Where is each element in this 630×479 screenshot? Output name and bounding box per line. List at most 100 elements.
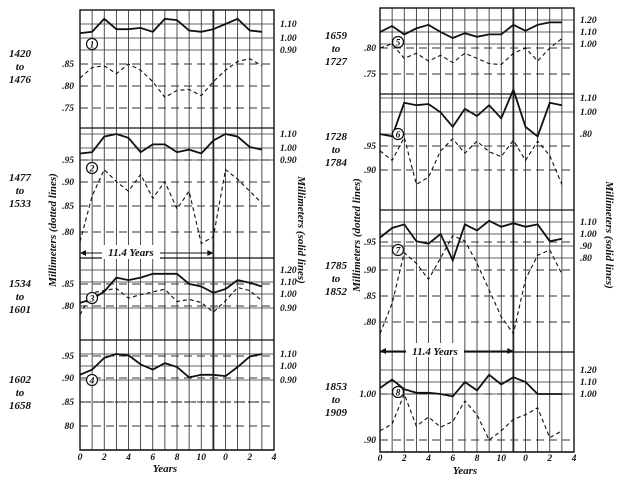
left-tick-label: .80 (62, 82, 74, 92)
x-tick-label: 2 (101, 453, 107, 463)
panel-marker (85, 373, 99, 387)
x-tick-label: 2 (546, 454, 552, 464)
period-label: 1602 (9, 374, 32, 386)
panel-marker (85, 37, 99, 51)
figure-right: .80.751.201.101.001659to17275.95.901.101… (325, 7, 615, 477)
left-tick-label: .85 (62, 60, 74, 70)
period-label: 1909 (325, 407, 348, 419)
period-label: 1420 (9, 48, 32, 60)
dotted-series-line (79, 286, 263, 316)
period-label: to (16, 61, 25, 73)
right-tick-label: 1.10 (280, 130, 297, 140)
left-tick-label: .85 (364, 292, 376, 302)
right-tick-label: 1.10 (580, 94, 597, 104)
x-tick-label: 10 (197, 453, 207, 463)
period-label: to (16, 387, 25, 399)
panel-marker-label: 8 (396, 389, 401, 399)
period-label: 1533 (9, 198, 32, 210)
span-label: 11.4 Years (108, 247, 154, 259)
period-label: to (332, 394, 341, 406)
left-tick-label: .85 (62, 398, 74, 408)
right-tick-label: .80 (580, 254, 592, 264)
panel-marker (391, 127, 405, 141)
left-tick-label: .80 (62, 228, 74, 238)
period-label: to (332, 43, 341, 55)
left-tick-label: .80 (364, 44, 376, 54)
left-tick-label: .75 (364, 70, 376, 80)
span-label-bg (102, 245, 160, 259)
x-tick-label: 4 (125, 453, 131, 463)
right-tick-label: 1.00 (280, 144, 297, 154)
right-tick-label: 1.00 (280, 34, 297, 44)
solid-series-line (379, 373, 562, 398)
x-tick-label: 10 (497, 454, 507, 464)
period-label: to (16, 291, 25, 303)
right-tick-label: 1.10 (580, 378, 597, 388)
right-tick-label: 1.00 (280, 290, 297, 300)
x-tick-label: 0 (378, 454, 383, 464)
right-tick-label: 1.20 (580, 16, 597, 26)
dotted-series-line (79, 58, 263, 99)
x-axis-title: Years (153, 463, 177, 475)
dotted-series-line (379, 38, 563, 66)
x-tick-label: 8 (475, 454, 480, 464)
left-tick-label: 80 (65, 422, 75, 432)
left-tick-label: .90 (364, 266, 376, 276)
dotted-series-line (379, 135, 563, 186)
period-label: 1784 (325, 157, 348, 169)
y-axis-title-solid: Millimeters (solid lines) (603, 180, 615, 289)
panel-marker (391, 385, 405, 399)
left-tick-label: .95 (364, 238, 376, 248)
right-tick-label: 1.10 (280, 350, 297, 360)
span-arrow-head-right (207, 250, 214, 256)
span-arrow-head-left (380, 348, 386, 354)
right-tick-label: 1.00 (580, 40, 597, 50)
solid-series-line (79, 353, 263, 379)
right-tick-label: 0.90 (280, 156, 297, 166)
period-label: 1534 (9, 278, 32, 290)
solid-series-line (379, 219, 563, 263)
right-tick-label: 1.00 (280, 362, 297, 372)
solid-series-line (79, 272, 263, 304)
x-tick-label: 4 (425, 454, 431, 464)
panel-marker-label: 4 (89, 377, 95, 387)
right-tick-label: .80 (580, 130, 592, 140)
period-label: 1658 (9, 400, 32, 412)
right-tick-label: 1.10 (580, 28, 597, 38)
period-label: 1659 (325, 30, 348, 42)
y-axis-title-dotted: Millimeters (dotted lines) (47, 173, 59, 288)
right-tick-label: 0.90 (280, 46, 297, 56)
left-tick-label: .85 (62, 202, 74, 212)
x-tick-label: 0 (223, 453, 228, 463)
left-tick-label: .80 (364, 318, 376, 328)
solid-series-line (79, 17, 262, 34)
solid-series-line (379, 87, 563, 138)
period-label: to (332, 273, 341, 285)
x-tick-label: 6 (150, 453, 155, 463)
x-tick-label: 6 (450, 454, 455, 464)
x-axis-title: Years (453, 465, 477, 477)
right-tick-label: 0.90 (280, 376, 297, 386)
left-tick-label: .95 (62, 156, 74, 166)
left-tick-label: .75 (62, 104, 74, 114)
panel-marker-label: 2 (89, 165, 95, 175)
left-tick-label: .90 (364, 166, 376, 176)
panel-marker (391, 35, 405, 49)
left-tick-label: .80 (62, 302, 74, 312)
y-axis-title-solid: Millimeters (solid lines) (295, 175, 307, 284)
left-tick-label: .90 (364, 436, 376, 446)
right-tick-label: .90 (580, 242, 592, 252)
period-label: to (332, 144, 341, 156)
panel-marker-label: 3 (89, 295, 95, 305)
left-tick-label: .95 (62, 352, 74, 362)
period-label: 1785 (325, 260, 348, 272)
right-tick-label: 1.00 (580, 108, 597, 118)
right-tick-label: 1.20 (280, 266, 297, 276)
figure-left: .85.80.751.101.000.901420to14761.95.90.8… (9, 9, 307, 475)
left-tick-label: .90 (62, 374, 74, 384)
